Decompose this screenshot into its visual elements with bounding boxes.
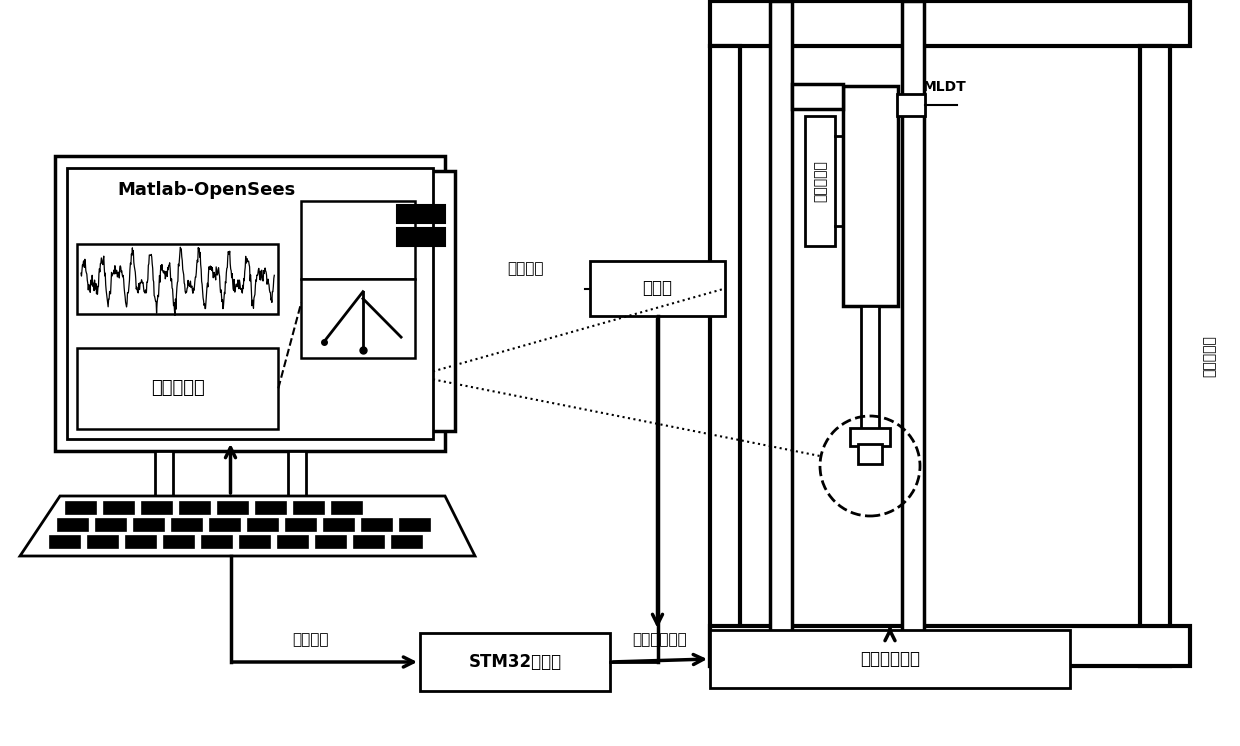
Bar xyxy=(164,536,193,548)
Bar xyxy=(248,519,278,531)
Bar xyxy=(95,519,126,531)
Bar xyxy=(241,536,270,548)
Bar xyxy=(711,46,740,666)
Bar xyxy=(711,626,1190,666)
Bar xyxy=(770,1,792,666)
Bar xyxy=(301,201,414,279)
Text: 数値子结构: 数値子结构 xyxy=(151,380,205,398)
Bar xyxy=(397,205,445,223)
Bar xyxy=(332,502,362,514)
Bar xyxy=(126,536,156,548)
Bar xyxy=(180,502,210,514)
Bar xyxy=(843,86,898,306)
Bar xyxy=(1140,46,1171,666)
Bar xyxy=(50,536,81,548)
Text: 试验加载信号: 试验加载信号 xyxy=(632,633,687,648)
Bar xyxy=(88,536,118,548)
Polygon shape xyxy=(20,496,475,556)
Bar xyxy=(55,156,445,451)
Bar xyxy=(278,536,308,548)
Bar xyxy=(711,1,1190,46)
Text: 传感器: 传感器 xyxy=(642,280,672,298)
Bar xyxy=(792,84,843,109)
Bar xyxy=(316,536,346,548)
Text: 压力传感器: 压力传感器 xyxy=(813,160,827,202)
Bar xyxy=(77,244,278,314)
Bar xyxy=(104,502,134,514)
Bar xyxy=(143,502,172,514)
Bar xyxy=(353,536,384,548)
Bar xyxy=(901,1,924,666)
Bar xyxy=(392,536,422,548)
Text: 试验子结构: 试验子结构 xyxy=(1202,335,1216,377)
Bar xyxy=(384,171,455,431)
Bar xyxy=(58,519,88,531)
Text: MLDT: MLDT xyxy=(923,80,967,94)
Text: STM32控制器: STM32控制器 xyxy=(469,653,562,671)
Bar xyxy=(67,168,433,439)
Bar xyxy=(202,536,232,548)
Bar xyxy=(218,502,248,514)
Bar xyxy=(805,116,835,246)
Bar xyxy=(897,94,925,116)
Text: 数据采集: 数据采集 xyxy=(507,261,543,276)
Bar xyxy=(858,444,882,464)
Bar xyxy=(255,502,286,514)
Text: 试验加载设备: 试验加载设备 xyxy=(861,650,920,668)
Bar xyxy=(286,519,316,531)
Bar xyxy=(324,519,353,531)
Bar xyxy=(288,451,306,496)
Text: 串口通信: 串口通信 xyxy=(291,633,329,648)
Bar xyxy=(861,306,879,436)
Bar xyxy=(362,519,392,531)
Text: Matlab-OpenSees: Matlab-OpenSees xyxy=(117,181,295,199)
Bar xyxy=(77,348,278,429)
Bar xyxy=(155,451,174,496)
Bar xyxy=(301,279,414,357)
Bar xyxy=(590,261,725,316)
Bar xyxy=(134,519,164,531)
Bar xyxy=(172,519,202,531)
Bar xyxy=(294,502,324,514)
Bar xyxy=(420,633,610,691)
Bar xyxy=(210,519,241,531)
Bar xyxy=(397,228,445,246)
Bar xyxy=(66,502,95,514)
Bar xyxy=(849,428,890,446)
Bar xyxy=(401,519,430,531)
Bar xyxy=(711,630,1070,688)
